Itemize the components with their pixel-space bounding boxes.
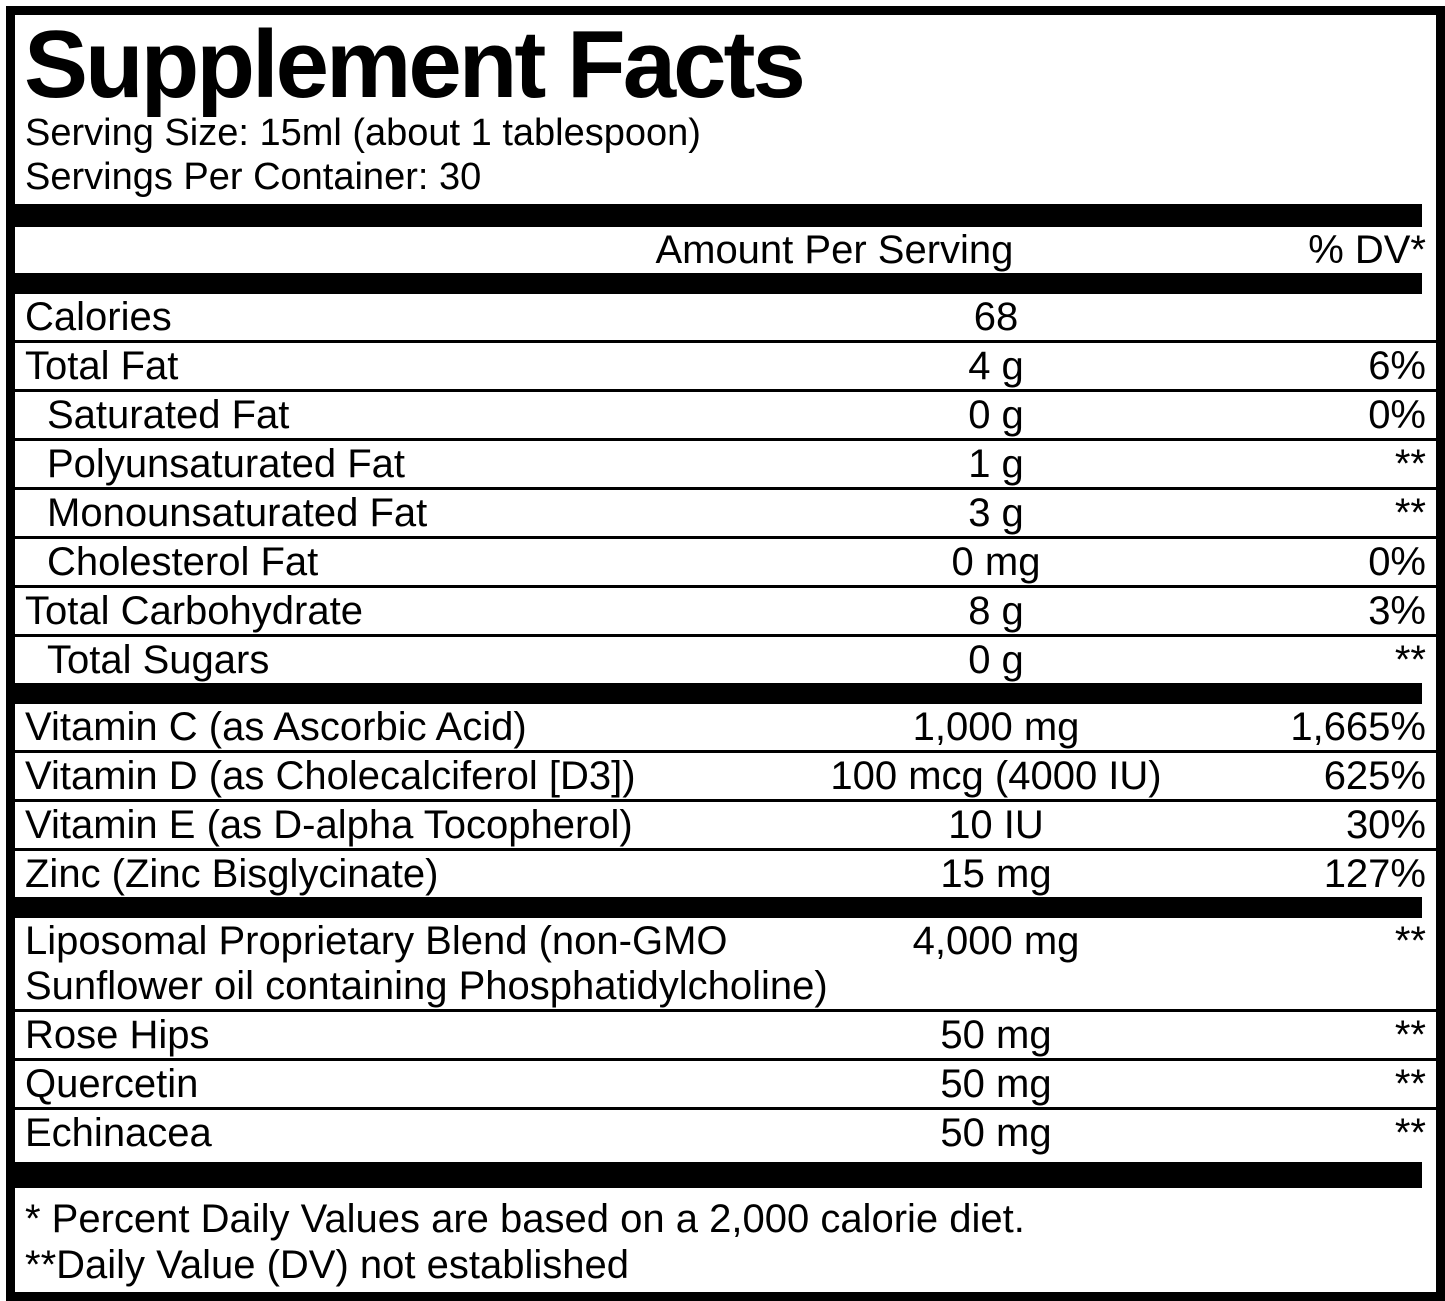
table-header-row: Amount Per Serving % DV* bbox=[15, 227, 1436, 273]
row-percent-dv: 6% bbox=[1368, 344, 1426, 388]
row-percent-dv: ** bbox=[1394, 1013, 1426, 1057]
row-label: Quercetin bbox=[25, 1062, 199, 1106]
section-divider-bar bbox=[15, 683, 1422, 704]
row-label: Polyunsaturated Fat bbox=[47, 442, 405, 486]
row-label: Monounsaturated Fat bbox=[47, 491, 428, 535]
row-percent-dv: 1,665% bbox=[1290, 705, 1426, 749]
row-amount: 100 mcg (4000 IU) bbox=[830, 754, 1162, 798]
row-amount: 0 mg bbox=[951, 540, 1041, 584]
row-amount: 1 g bbox=[968, 442, 1024, 486]
row-label: Echinacea bbox=[25, 1111, 212, 1155]
table-row: Rose Hips 50 mg ** bbox=[15, 1009, 1436, 1058]
row-percent-dv bbox=[1226, 294, 1426, 340]
footnotes-section: * Percent Daily Values are based on a 2,… bbox=[15, 1188, 1436, 1288]
row-amount: 3 g bbox=[968, 491, 1024, 535]
section-divider-bar bbox=[15, 1162, 1422, 1188]
row-percent-dv: 127% bbox=[1323, 852, 1426, 896]
table-row: Saturated Fat 0 g 0% bbox=[15, 389, 1436, 438]
table-row: Calories 68 bbox=[15, 294, 1436, 340]
row-amount: 50 mg bbox=[940, 1062, 1052, 1106]
macronutrient-section: Calories 68 Total Fat 4 g 6% Saturated Fat 0 g… bbox=[15, 294, 1436, 683]
row-label: Total Carbohydrate bbox=[25, 589, 363, 633]
row-percent-dv: 625% bbox=[1323, 754, 1426, 798]
row-amount: 10 IU bbox=[948, 803, 1044, 847]
row-percent-dv: 0% bbox=[1368, 393, 1426, 437]
row-amount: 1,000 mg bbox=[912, 705, 1080, 749]
row-amount: 15 mg bbox=[940, 852, 1052, 896]
row-amount: 0 g bbox=[968, 638, 1024, 682]
row-percent-dv: 30% bbox=[1345, 803, 1426, 847]
table-row: Echinacea 50 mg ** bbox=[15, 1107, 1436, 1156]
row-amount: 4 g bbox=[968, 344, 1024, 388]
row-amount: 4,000 mg bbox=[912, 919, 1080, 963]
serving-size-line: Serving Size: 15ml (about 1 tablespoon) bbox=[25, 112, 701, 154]
row-percent-dv: 0% bbox=[1368, 540, 1426, 584]
row-percent-dv: ** bbox=[1394, 491, 1426, 535]
table-row: Total Carbohydrate 8 g 3% bbox=[15, 585, 1436, 634]
table-row: Polyunsaturated Fat 1 g ** bbox=[15, 438, 1436, 487]
table-row: Vitamin D (as Cholecalciferol [D3]) 100 m… bbox=[15, 750, 1436, 799]
footnote: * Percent Daily Values are based on a 2,… bbox=[25, 1197, 1025, 1241]
row-label: Rose Hips bbox=[25, 1013, 210, 1057]
proprietary-blend-section: Liposomal Proprietary Blend (non-GMO 4,00… bbox=[15, 918, 1436, 1156]
row-label-continuation: Sunflower oil containing Phosphatidylcho… bbox=[25, 964, 828, 1008]
percent-dv-header: % DV* bbox=[1308, 228, 1426, 272]
amount-per-serving-header: Amount Per Serving bbox=[655, 228, 1014, 272]
section-divider-bar bbox=[15, 204, 1422, 227]
section-divider-bar bbox=[15, 897, 1422, 918]
row-percent-dv: ** bbox=[1394, 919, 1426, 963]
page-title: Supplement Facts bbox=[24, 11, 806, 118]
table-row: Vitamin E (as D-alpha Tocopherol) 10 IU 30… bbox=[15, 799, 1436, 848]
row-amount: 50 mg bbox=[940, 1111, 1052, 1155]
row-amount: 8 g bbox=[968, 589, 1024, 633]
row-percent-dv: ** bbox=[1394, 1062, 1426, 1106]
table-row: Total Fat 4 g 6% bbox=[15, 340, 1436, 389]
servings-per-container-line: Servings Per Container: 30 bbox=[25, 156, 482, 198]
row-label: Zinc (Zinc Bisglycinate) bbox=[25, 852, 439, 896]
row-percent-dv: 3% bbox=[1368, 589, 1426, 633]
row-label: Total Fat bbox=[25, 344, 179, 388]
table-row: Cholesterol Fat 0 mg 0% bbox=[15, 536, 1436, 585]
table-row: Vitamin C (as Ascorbic Acid) 1,000 mg 1,66… bbox=[15, 704, 1436, 750]
header-spacer bbox=[25, 227, 655, 273]
supplement-facts-panel: Supplement Facts Serving Size: 15ml (abo… bbox=[6, 6, 1445, 1301]
row-label: Calories bbox=[25, 295, 172, 339]
table-row: Zinc (Zinc Bisglycinate) 15 mg 127% bbox=[15, 848, 1436, 897]
row-percent-dv: ** bbox=[1394, 638, 1426, 682]
row-amount: 68 bbox=[973, 295, 1019, 339]
row-percent-dv: ** bbox=[1394, 442, 1426, 486]
row-amount: 50 mg bbox=[940, 1013, 1052, 1057]
table-row: Quercetin 50 mg ** bbox=[15, 1058, 1436, 1107]
vitamin-mineral-section: Vitamin C (as Ascorbic Acid) 1,000 mg 1,66… bbox=[15, 704, 1436, 897]
table-row: Liposomal Proprietary Blend (non-GMO 4,00… bbox=[15, 918, 1436, 1009]
row-label: Vitamin D (as Cholecalciferol [D3]) bbox=[25, 754, 636, 798]
section-divider-bar bbox=[15, 273, 1422, 294]
row-label: Liposomal Proprietary Blend (non-GMO bbox=[25, 919, 728, 963]
row-label: Vitamin E (as D-alpha Tocopherol) bbox=[25, 803, 633, 847]
row-label: Total Sugars bbox=[47, 638, 270, 682]
table-row: Monounsaturated Fat 3 g ** bbox=[15, 487, 1436, 536]
row-label: Saturated Fat bbox=[47, 393, 290, 437]
footnote: **Daily Value (DV) not established bbox=[25, 1243, 630, 1287]
row-label: Cholesterol Fat bbox=[47, 540, 319, 584]
row-percent-dv: ** bbox=[1394, 1111, 1426, 1155]
table-row: Total Sugars 0 g ** bbox=[15, 634, 1436, 683]
row-label: Vitamin C (as Ascorbic Acid) bbox=[25, 705, 527, 749]
row-amount: 0 g bbox=[968, 393, 1024, 437]
